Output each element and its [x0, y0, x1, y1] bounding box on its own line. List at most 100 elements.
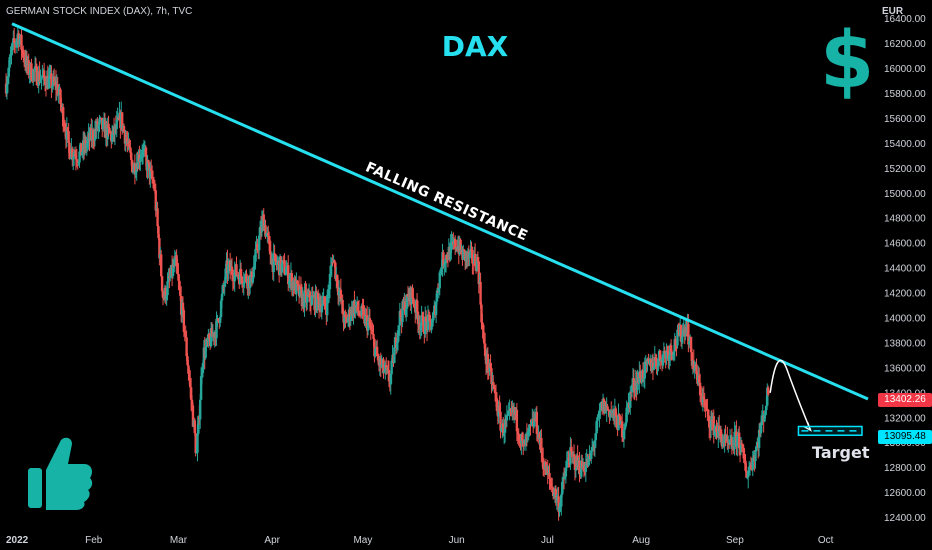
candle — [295, 272, 298, 302]
price-tick-label: 13800.00 — [884, 338, 926, 349]
candle — [138, 145, 141, 171]
candle — [643, 357, 646, 389]
candle — [548, 463, 551, 490]
dollar-icon: $ — [820, 16, 875, 106]
candle — [141, 143, 145, 165]
candle — [219, 297, 223, 320]
candle — [420, 305, 423, 336]
candle — [48, 64, 51, 89]
candle — [437, 287, 441, 299]
candle — [486, 347, 490, 380]
target-label: Target — [812, 443, 870, 462]
time-tick-label: Aug — [632, 535, 650, 546]
candle — [459, 238, 462, 255]
candle — [557, 486, 560, 521]
candle — [679, 324, 683, 347]
candle — [107, 115, 110, 137]
price-tick-label: 15200.00 — [884, 164, 926, 175]
candle — [471, 246, 474, 275]
candle — [550, 477, 553, 493]
chart-overlay-title: DAX — [441, 30, 509, 63]
candle — [344, 309, 347, 328]
candle — [283, 253, 286, 276]
candle — [507, 402, 510, 416]
candle — [59, 87, 62, 112]
candle — [626, 403, 629, 412]
candle — [615, 412, 618, 429]
candle — [243, 274, 246, 288]
price-tick-label: 12800.00 — [884, 463, 926, 474]
candle — [276, 255, 279, 271]
falling-resistance-line[interactable] — [11, 22, 869, 401]
candle — [39, 69, 42, 84]
candle — [503, 413, 507, 443]
candle — [33, 56, 37, 82]
candle — [526, 429, 529, 443]
thumbs-up-icon — [22, 430, 94, 518]
candle — [469, 239, 472, 255]
candle — [405, 293, 409, 317]
time-tick-label: Sep — [726, 535, 744, 546]
candle — [705, 399, 708, 412]
candle — [73, 149, 77, 157]
candle — [330, 257, 333, 278]
candle — [632, 369, 636, 400]
candle — [390, 358, 393, 384]
currency-label: EUR — [882, 6, 904, 17]
price-tick-label: 15600.00 — [884, 114, 926, 125]
candle — [154, 183, 157, 217]
candle — [569, 436, 572, 470]
candle — [60, 97, 63, 113]
candle — [708, 414, 711, 439]
candle — [242, 272, 245, 296]
overlay-layer: FALLING RESISTANCE — [11, 22, 869, 436]
last-price-tag: 13402.26 — [878, 393, 932, 407]
candle — [146, 154, 149, 180]
candle — [495, 392, 499, 415]
candle — [76, 159, 79, 170]
candle — [215, 311, 218, 346]
candle — [40, 77, 43, 90]
price-tick-label: 16200.00 — [884, 39, 926, 50]
time-tick-label: Feb — [85, 535, 103, 546]
candle — [546, 460, 549, 485]
candle — [184, 325, 187, 339]
candle — [337, 280, 341, 307]
candle — [125, 131, 128, 147]
candle — [20, 27, 23, 60]
candle — [701, 388, 705, 412]
price-axis: 12400.0012600.0012800.0013000.0013200.00… — [884, 14, 926, 524]
candle — [245, 269, 248, 285]
candle — [623, 425, 627, 440]
candle — [558, 502, 561, 517]
candle — [158, 234, 161, 266]
candle — [326, 284, 330, 305]
candle — [160, 249, 163, 278]
price-tick-label: 14400.00 — [884, 264, 926, 275]
price-tick-label: 15000.00 — [884, 189, 926, 200]
candle — [578, 451, 581, 483]
candle — [662, 342, 666, 359]
candle — [674, 336, 677, 352]
candle — [252, 255, 255, 279]
price-tick-label: 14800.00 — [884, 214, 926, 225]
candle — [133, 154, 137, 185]
candle — [296, 279, 299, 291]
candle — [439, 267, 442, 274]
candle — [108, 127, 111, 134]
candle — [766, 383, 769, 407]
candle — [13, 27, 16, 53]
candle — [171, 258, 175, 279]
time-tick-label: Oct — [818, 535, 834, 546]
candle — [473, 243, 477, 271]
time-tick-label: 2022 — [6, 535, 29, 546]
candle — [721, 433, 725, 449]
time-tick-label: Jun — [449, 535, 465, 546]
candle — [528, 424, 531, 437]
candle — [50, 65, 53, 99]
candle — [93, 120, 97, 147]
candle — [482, 322, 485, 342]
candle — [178, 274, 181, 291]
price-tick-label: 12400.00 — [884, 513, 926, 524]
